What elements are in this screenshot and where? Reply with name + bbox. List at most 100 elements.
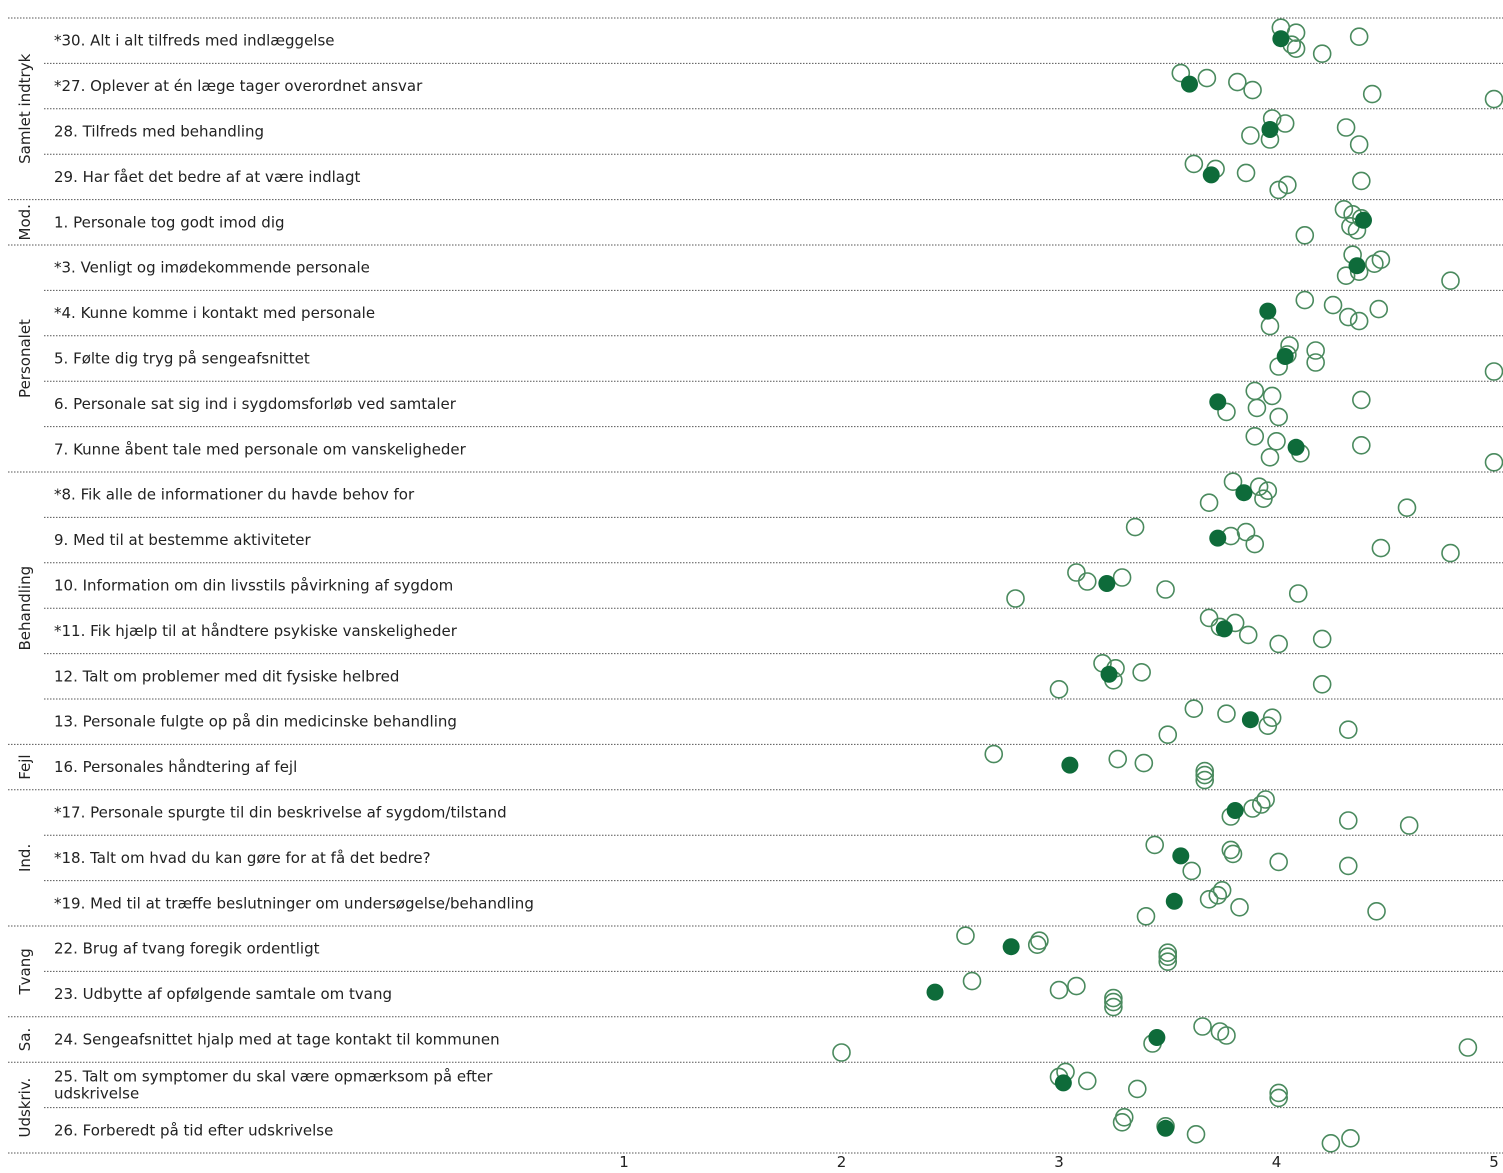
- comparison-point: [1208, 885, 1228, 905]
- comparison-point: [1362, 84, 1382, 104]
- comparison-point: [1341, 1129, 1360, 1148]
- comparison-point: [1484, 89, 1503, 109]
- question-label-line: 10. Information om din livsstils påvirkn…: [54, 577, 453, 595]
- highlight-point: [1202, 166, 1220, 184]
- question-label: 7. Kunne åbent tale med personale om van…: [54, 440, 467, 458]
- grid-layer: [8, 17, 1503, 1154]
- group-label: Samlet indtryk: [16, 53, 34, 163]
- highlight-point: [1181, 75, 1198, 93]
- question-label-line: udskrivelse: [54, 1084, 139, 1102]
- question-label: *8. Fik alle de informationer du havde b…: [54, 486, 415, 504]
- comparison-point: [1104, 992, 1123, 1012]
- comparison-point: [1228, 72, 1247, 92]
- comparison-point: [1269, 180, 1288, 200]
- comparison-point: [1269, 407, 1288, 427]
- comparison-point: [1217, 1026, 1236, 1045]
- comparison-point: [1245, 534, 1265, 554]
- highlight-point: [1235, 484, 1253, 502]
- comparison-point: [1269, 1088, 1288, 1108]
- question-label: 26. Forberedt på tid efter udskrivelse: [54, 1121, 333, 1139]
- group-label: Personalet: [16, 319, 34, 398]
- comparison-point: [1195, 765, 1215, 785]
- comparison-point: [1077, 1071, 1097, 1091]
- comparison-point: [1397, 498, 1417, 518]
- comparison-point: [1104, 997, 1123, 1017]
- question-label-line: 26. Forberedt på tid efter udskrivelse: [54, 1121, 333, 1139]
- question-label: 5. Følte dig tryg på sengeafsnittet: [54, 350, 310, 368]
- comparison-point: [1112, 568, 1132, 587]
- highlight-point: [1226, 802, 1244, 819]
- comparison-point: [1441, 543, 1460, 563]
- question-label: 12. Talt om problemer med dit fysiske he…: [54, 667, 399, 685]
- comparison-point: [1030, 931, 1049, 951]
- comparison-point: [1067, 563, 1086, 582]
- question-label: 9. Med til at bestemme aktiviteter: [54, 531, 311, 549]
- highlight-point: [1348, 257, 1366, 275]
- comparison-point: [1236, 163, 1256, 183]
- comparison-point: [1338, 307, 1358, 327]
- group-label: Fejl: [16, 754, 34, 779]
- comparison-point: [1108, 749, 1128, 769]
- highlight-point: [1061, 756, 1079, 774]
- highlight-point: [1172, 847, 1190, 865]
- comparison-point: [1125, 517, 1145, 537]
- comparison-point: [1323, 295, 1343, 315]
- question-label: 1. Personale tog godt imod dig: [54, 213, 285, 231]
- group-label: Sa.: [16, 1028, 34, 1051]
- group-label: Behandling: [16, 566, 34, 651]
- question-label: *4. Kunne komme i kontakt med personale: [54, 304, 375, 322]
- comparison-point: [1371, 250, 1391, 270]
- highlight-point: [1209, 529, 1227, 547]
- comparison-point: [1269, 634, 1288, 654]
- x-tick-label: 4: [1272, 1153, 1282, 1171]
- highlight-point: [1259, 302, 1277, 320]
- highlight-point: [1148, 1029, 1166, 1046]
- question-label: 22. Brug af tvang foregik ordentligt: [54, 940, 320, 958]
- comparison-point: [1369, 299, 1389, 319]
- question-label: 23. Udbytte af opfølgende samtale om tva…: [54, 985, 392, 1003]
- comparison-point: [1104, 988, 1123, 1008]
- comparison-point: [1484, 362, 1503, 381]
- question-label: *30. Alt i alt tilfreds med indlæggelse: [54, 32, 335, 50]
- comparison-point: [1352, 390, 1371, 410]
- comparison-point: [1399, 816, 1419, 835]
- comparison-point: [1158, 952, 1178, 972]
- highlight-point: [1209, 393, 1227, 411]
- highlight-point: [1287, 438, 1305, 456]
- comparison-point: [1484, 453, 1503, 472]
- comparison-point: [1243, 799, 1262, 818]
- question-label-line: 9. Med til at bestemme aktiviteter: [54, 531, 311, 549]
- comparison-point: [1184, 699, 1204, 719]
- comparison-point: [1195, 761, 1215, 781]
- comparison-point: [1210, 1022, 1230, 1041]
- question-label-line: 22. Brug af tvang foregik ordentligt: [54, 940, 320, 958]
- highlight-point: [926, 983, 944, 1001]
- comparison-point: [1349, 27, 1369, 47]
- question-label-line: 12. Talt om problemer med dit fysiske he…: [54, 667, 399, 685]
- question-label: *27. Oplever at én læge tager overordnet…: [54, 77, 423, 95]
- comparison-point: [1312, 44, 1332, 64]
- question-label-line: 28. Tilfreds med behandling: [54, 123, 264, 141]
- comparison-point: [1156, 580, 1175, 599]
- comparison-point: [1441, 271, 1460, 291]
- question-label-line: 13. Personale fulgte op på din medicinsk…: [54, 713, 457, 731]
- question-label-line: 16. Personales håndtering af fejl: [54, 758, 297, 776]
- group-label: Udskriv.: [16, 1078, 34, 1138]
- comparison-point: [1077, 572, 1097, 591]
- question-label-line: *17. Personale spurgte til din beskrivel…: [54, 804, 507, 822]
- comparison-point: [1286, 23, 1306, 43]
- comparison-point: [1312, 629, 1332, 649]
- highlight-point: [1241, 711, 1259, 729]
- comparison-point: [956, 926, 975, 946]
- highlight-point: [1355, 211, 1372, 229]
- comparison-point: [1223, 844, 1243, 864]
- question-label-line: 7. Kunne åbent tale med personale om van…: [54, 440, 467, 458]
- question-label-line: *19. Med til at træffe beslutninger om u…: [54, 894, 534, 912]
- comparison-point: [1230, 897, 1249, 917]
- x-axis-ticks: 1 2 3 4 5: [619, 1153, 1499, 1171]
- comparison-point: [1258, 716, 1278, 736]
- highlight-point: [1276, 348, 1294, 365]
- question-label: 24. Sengeafsnittet hjalp med at tage kon…: [54, 1031, 500, 1049]
- highlight-point: [1261, 121, 1279, 138]
- comparison-point: [1136, 906, 1156, 926]
